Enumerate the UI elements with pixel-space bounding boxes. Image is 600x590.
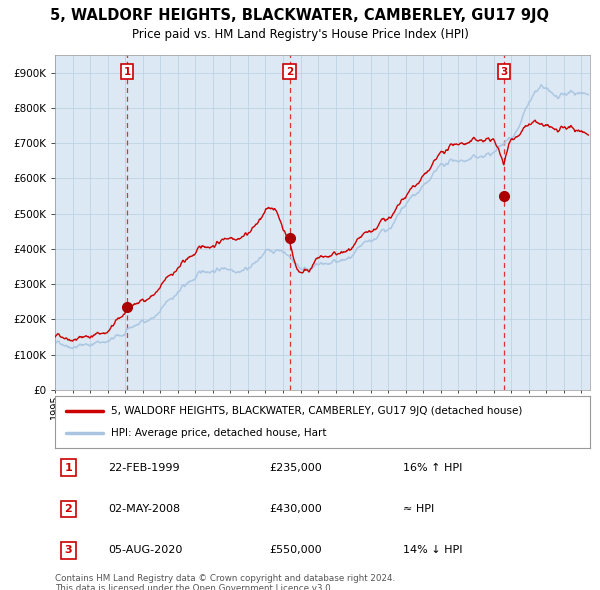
- Text: 3: 3: [500, 67, 508, 77]
- Text: 22-FEB-1999: 22-FEB-1999: [109, 463, 180, 473]
- Text: HPI: Average price, detached house, Hart: HPI: Average price, detached house, Hart: [111, 428, 326, 438]
- Text: 3: 3: [65, 545, 72, 555]
- Text: £235,000: £235,000: [269, 463, 322, 473]
- Text: 2: 2: [65, 504, 72, 514]
- Text: 1: 1: [124, 67, 131, 77]
- Text: 05-AUG-2020: 05-AUG-2020: [109, 545, 183, 555]
- Text: £550,000: £550,000: [269, 545, 322, 555]
- Text: 02-MAY-2008: 02-MAY-2008: [109, 504, 181, 514]
- Text: 5, WALDORF HEIGHTS, BLACKWATER, CAMBERLEY, GU17 9JQ (detached house): 5, WALDORF HEIGHTS, BLACKWATER, CAMBERLE…: [111, 405, 523, 415]
- Text: 1: 1: [65, 463, 72, 473]
- Text: 5, WALDORF HEIGHTS, BLACKWATER, CAMBERLEY, GU17 9JQ: 5, WALDORF HEIGHTS, BLACKWATER, CAMBERLE…: [50, 8, 550, 23]
- Text: 14% ↓ HPI: 14% ↓ HPI: [403, 545, 462, 555]
- Text: 2: 2: [286, 67, 293, 77]
- Text: Price paid vs. HM Land Registry's House Price Index (HPI): Price paid vs. HM Land Registry's House …: [131, 28, 469, 41]
- Text: ≈ HPI: ≈ HPI: [403, 504, 434, 514]
- Text: Contains HM Land Registry data © Crown copyright and database right 2024.
This d: Contains HM Land Registry data © Crown c…: [55, 574, 395, 590]
- Text: 16% ↑ HPI: 16% ↑ HPI: [403, 463, 462, 473]
- Text: £430,000: £430,000: [269, 504, 322, 514]
